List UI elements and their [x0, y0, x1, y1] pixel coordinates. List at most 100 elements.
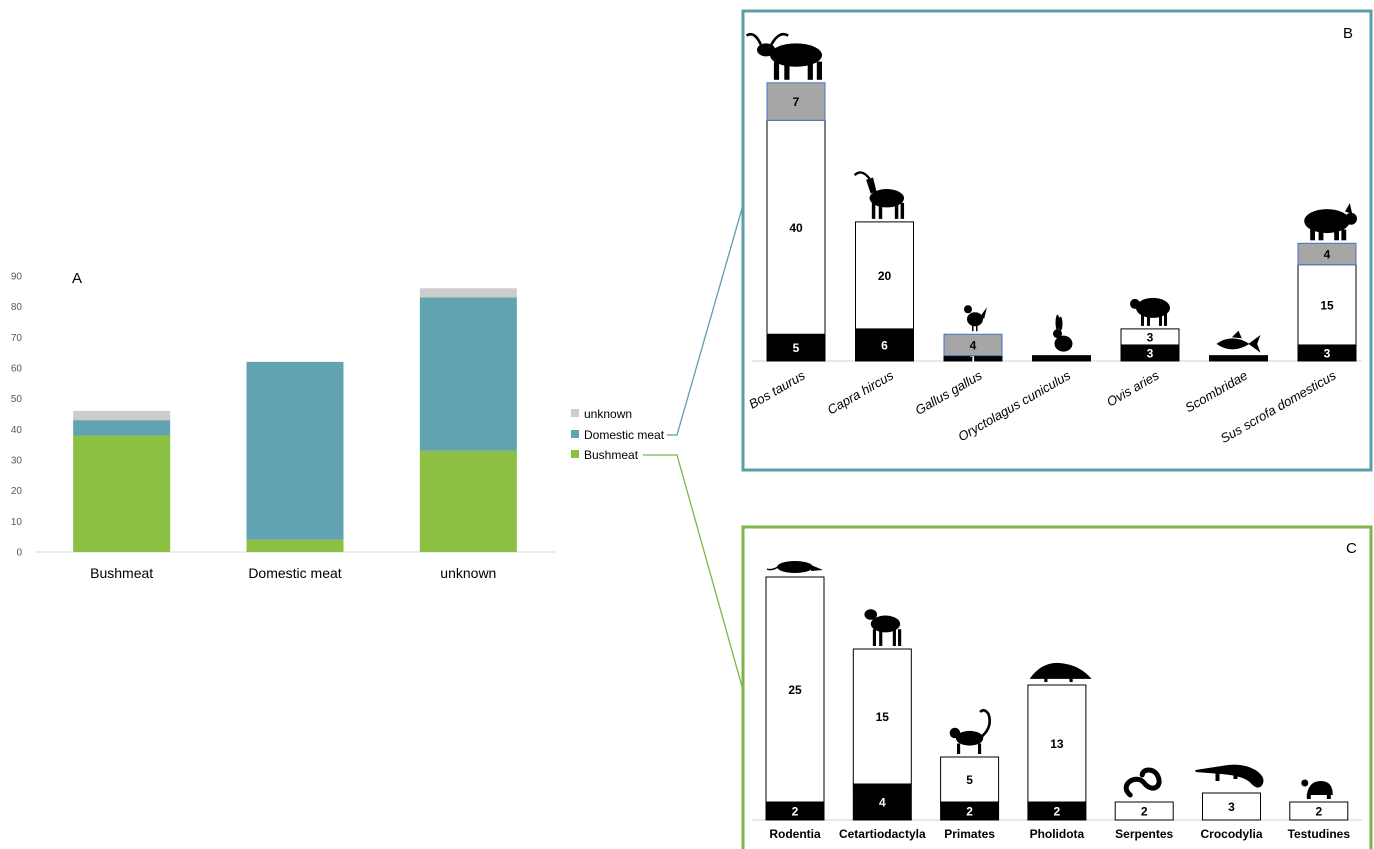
data-label-bos-taurus-1: 40 [789, 221, 803, 235]
bar-domestic-meat-domestic-meat [246, 361, 344, 540]
panel-c-letter: C [1346, 540, 1357, 557]
y-tick-label: 20 [11, 486, 23, 497]
data-label-testudines-1: 2 [1315, 805, 1322, 819]
panel-a-x-labels: Bushmeat Domestic meat unknown [90, 565, 496, 581]
y-tick-label: 0 [16, 548, 22, 559]
data-label-primates-1: 5 [966, 773, 973, 787]
bar-segment-bos-taurus-0 [766, 333, 826, 362]
crocodile-icon [1195, 764, 1264, 788]
bar-segment-cetartiodactyla-1 [852, 648, 912, 785]
pig-icon [1304, 203, 1357, 241]
fish-icon [1216, 330, 1261, 353]
data-label-gallus-gallus-0: 1 [970, 352, 977, 366]
data-label-sus-scrofa-domesticus-1: 15 [1320, 298, 1334, 312]
y-tick-label: 90 [11, 272, 23, 283]
y-tick-label: 60 [11, 364, 23, 375]
bar-segment-testudines-1 [1289, 801, 1349, 821]
bar-segment-ovis-aries-1 [1120, 328, 1180, 346]
x-tick-label-rodentia: Rodentia [769, 827, 821, 841]
bar-segment-capra-hircus-0 [855, 328, 914, 362]
data-label-sus-scrofa-domesticus-0: 3 [1324, 346, 1331, 360]
data-label-sus-scrofa-domesticus-2: 4 [1324, 248, 1331, 262]
data-label-rodentia-1: 25 [788, 683, 802, 697]
bar-segment-sus-scrofa-domesticus-2 [1297, 242, 1357, 266]
bar-segment-crocodylia-1 [1202, 792, 1261, 821]
y-tick-label: 10 [11, 517, 23, 528]
bar-segment-capra-hircus-1 [855, 221, 914, 330]
bar-segment-gallus-gallus-2 [943, 333, 1003, 357]
data-label-capra-hircus-1: 20 [878, 269, 892, 283]
data-label-serpentes-1: 2 [1141, 805, 1148, 819]
panel-b-icons [745, 32, 1357, 353]
x-tick-label-testudines: Testudines [1288, 827, 1351, 841]
turtle-icon [1301, 779, 1333, 799]
x-tick-label-capra-hircus: Capra hircus [825, 367, 897, 417]
panel-a-letter: A [72, 270, 82, 287]
bar-segment-oryctolagus-cuniculus-0 [1032, 355, 1091, 362]
bar-segment-scombridae-0 [1209, 355, 1268, 362]
panel-c-x-labels: Rodentia Cetartiodactyla Primates Pholidota… [769, 827, 1350, 841]
snake-icon [1123, 767, 1162, 798]
panel-a-chart: A 0 10 20 30 40 50 60 70 80 90 Bushmeat Domestic m… [11, 270, 555, 581]
data-label-pholidota-0: 2 [1054, 805, 1061, 819]
panel-b-frame [741, 9, 1373, 472]
data-label-cetartiodactyla-0: 4 [879, 796, 886, 810]
data-label-crocodylia-1: 3 [1228, 800, 1235, 814]
legend-label-bushmeat: Bushmeat [584, 448, 639, 462]
connector-line-bushmeat [643, 454, 744, 691]
x-tick-label-unknown: unknown [440, 565, 496, 581]
data-label-bos-taurus-0: 5 [793, 341, 800, 355]
panel-c-icons [766, 561, 1333, 799]
bar-segment-bos-taurus-2 [766, 82, 826, 121]
legend-swatch-domestic [571, 430, 579, 438]
bar-unknown-unknown [419, 288, 517, 298]
data-label-primates-0: 2 [966, 805, 973, 819]
monkey-icon [949, 709, 991, 754]
data-label-bos-taurus-2: 7 [793, 95, 800, 109]
x-tick-label-crocodylia: Crocodylia [1200, 827, 1262, 841]
bar-segment-pholidota-1 [1027, 684, 1087, 803]
sheep-icon [1130, 297, 1170, 326]
panel-c-frame [741, 525, 1373, 849]
panel-b-letter: B [1343, 25, 1353, 42]
x-tick-label-ovis-aries: Ovis aries [1104, 367, 1162, 409]
x-tick-label-cetartiodactyla: Cetartiodactyla [839, 827, 926, 841]
panel-a-legend: unknown Domestic meat Bushmeat [571, 407, 665, 462]
y-tick-label: 30 [11, 456, 23, 467]
bar-bushmeat-domestic-meat [73, 420, 171, 436]
data-label-cetartiodactyla-1: 15 [876, 710, 890, 724]
data-label-pholidota-1: 13 [1050, 737, 1064, 751]
connector-line-domestic [667, 204, 744, 436]
x-tick-label-bos-taurus: Bos taurus [746, 367, 808, 411]
x-tick-label-gallus-gallus: Gallus gallus [913, 367, 985, 417]
bar-domestic-meat-bushmeat [246, 539, 344, 552]
panel-a-bars [73, 288, 517, 552]
data-label-capra-hircus-0: 6 [881, 338, 888, 352]
data-label-gallus-gallus-2: 4 [970, 338, 977, 352]
antelope-icon [864, 609, 902, 646]
legend-swatch-unknown [571, 409, 579, 417]
legend-label-domestic: Domestic meat [584, 428, 665, 442]
data-label-ovis-aries-0: 3 [1147, 346, 1154, 360]
x-tick-label-primates: Primates [944, 827, 995, 841]
chicken-icon [964, 305, 987, 332]
cattle-icon [745, 32, 822, 80]
bar-unknown-domestic-meat [419, 297, 517, 451]
pangolin-icon [1029, 662, 1092, 682]
bar-bushmeat-bushmeat [73, 435, 171, 552]
bar-bushmeat-unknown [73, 410, 171, 421]
bar-segment-bos-taurus-1 [766, 119, 826, 335]
x-tick-label-serpentes: Serpentes [1115, 827, 1173, 841]
y-tick-label: 40 [11, 425, 23, 436]
y-tick-label: 80 [11, 302, 23, 313]
rodent-icon [766, 561, 823, 573]
legend-label-unknown: unknown [584, 407, 632, 421]
bar-segment-rodentia-1 [765, 576, 825, 803]
rabbit-icon [1053, 314, 1073, 352]
goat-icon [853, 171, 905, 219]
y-tick-label: 70 [11, 333, 23, 344]
